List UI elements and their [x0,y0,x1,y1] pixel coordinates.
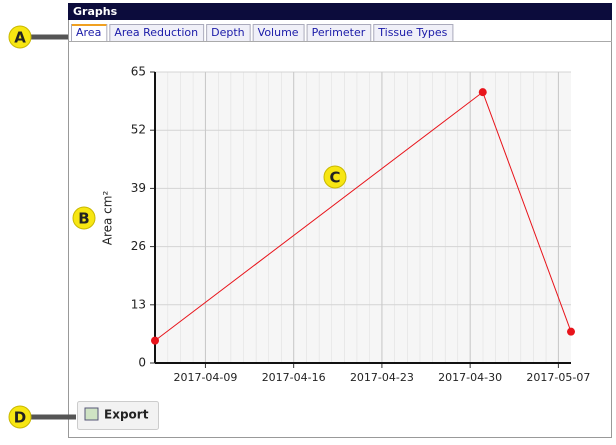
y-tick-label: 39 [131,181,146,195]
tab-label: Area Reduction [114,26,198,39]
x-tick-label: 2017-04-16 [262,371,326,384]
callout-label: A [14,29,26,47]
y-tick-label: 65 [131,65,146,79]
tabs: Area Area Reduction Depth Volume Perimeter Ti… [71,24,454,42]
x-tick-label: 2017-04-23 [350,371,414,384]
callouts: A B C D [8,25,347,429]
data-point [151,336,159,345]
callout-circle [323,165,347,189]
tab-label: Perimeter [312,26,366,39]
data-point [567,327,575,336]
y-tick-label: 26 [131,239,146,253]
x-tick-label: 2017-04-09 [173,371,237,384]
panel-title: Graphs [73,5,118,18]
tab-label: Depth [211,26,245,39]
x-tick-label: 2017-04-30 [438,371,502,384]
plot: 0 13 26 39 52 65 2017-04-09 2017-04-16 2017-04-2… [131,65,591,385]
callout-circle [8,405,32,429]
x-tick-label: 2017-05-07 [526,371,590,384]
callout-circle [72,206,96,230]
data-point [478,88,487,97]
tab-label: Volume [258,26,299,39]
y-tick-label: 13 [131,297,146,311]
y-axis-label: Area cm² [101,191,115,246]
callout-label: C [329,169,340,187]
panel-header [68,3,612,20]
callout-label: D [14,409,26,427]
tab-label: Tissue Types [377,26,447,39]
tab-label: Area [76,26,101,39]
callout-circle [8,25,32,49]
plot-background [155,72,571,363]
export-icon [84,407,99,421]
callout-label: B [78,210,89,228]
export-label[interactable]: Export [104,408,149,422]
y-tick-label: 0 [138,356,146,370]
y-tick-label: 52 [131,123,146,137]
